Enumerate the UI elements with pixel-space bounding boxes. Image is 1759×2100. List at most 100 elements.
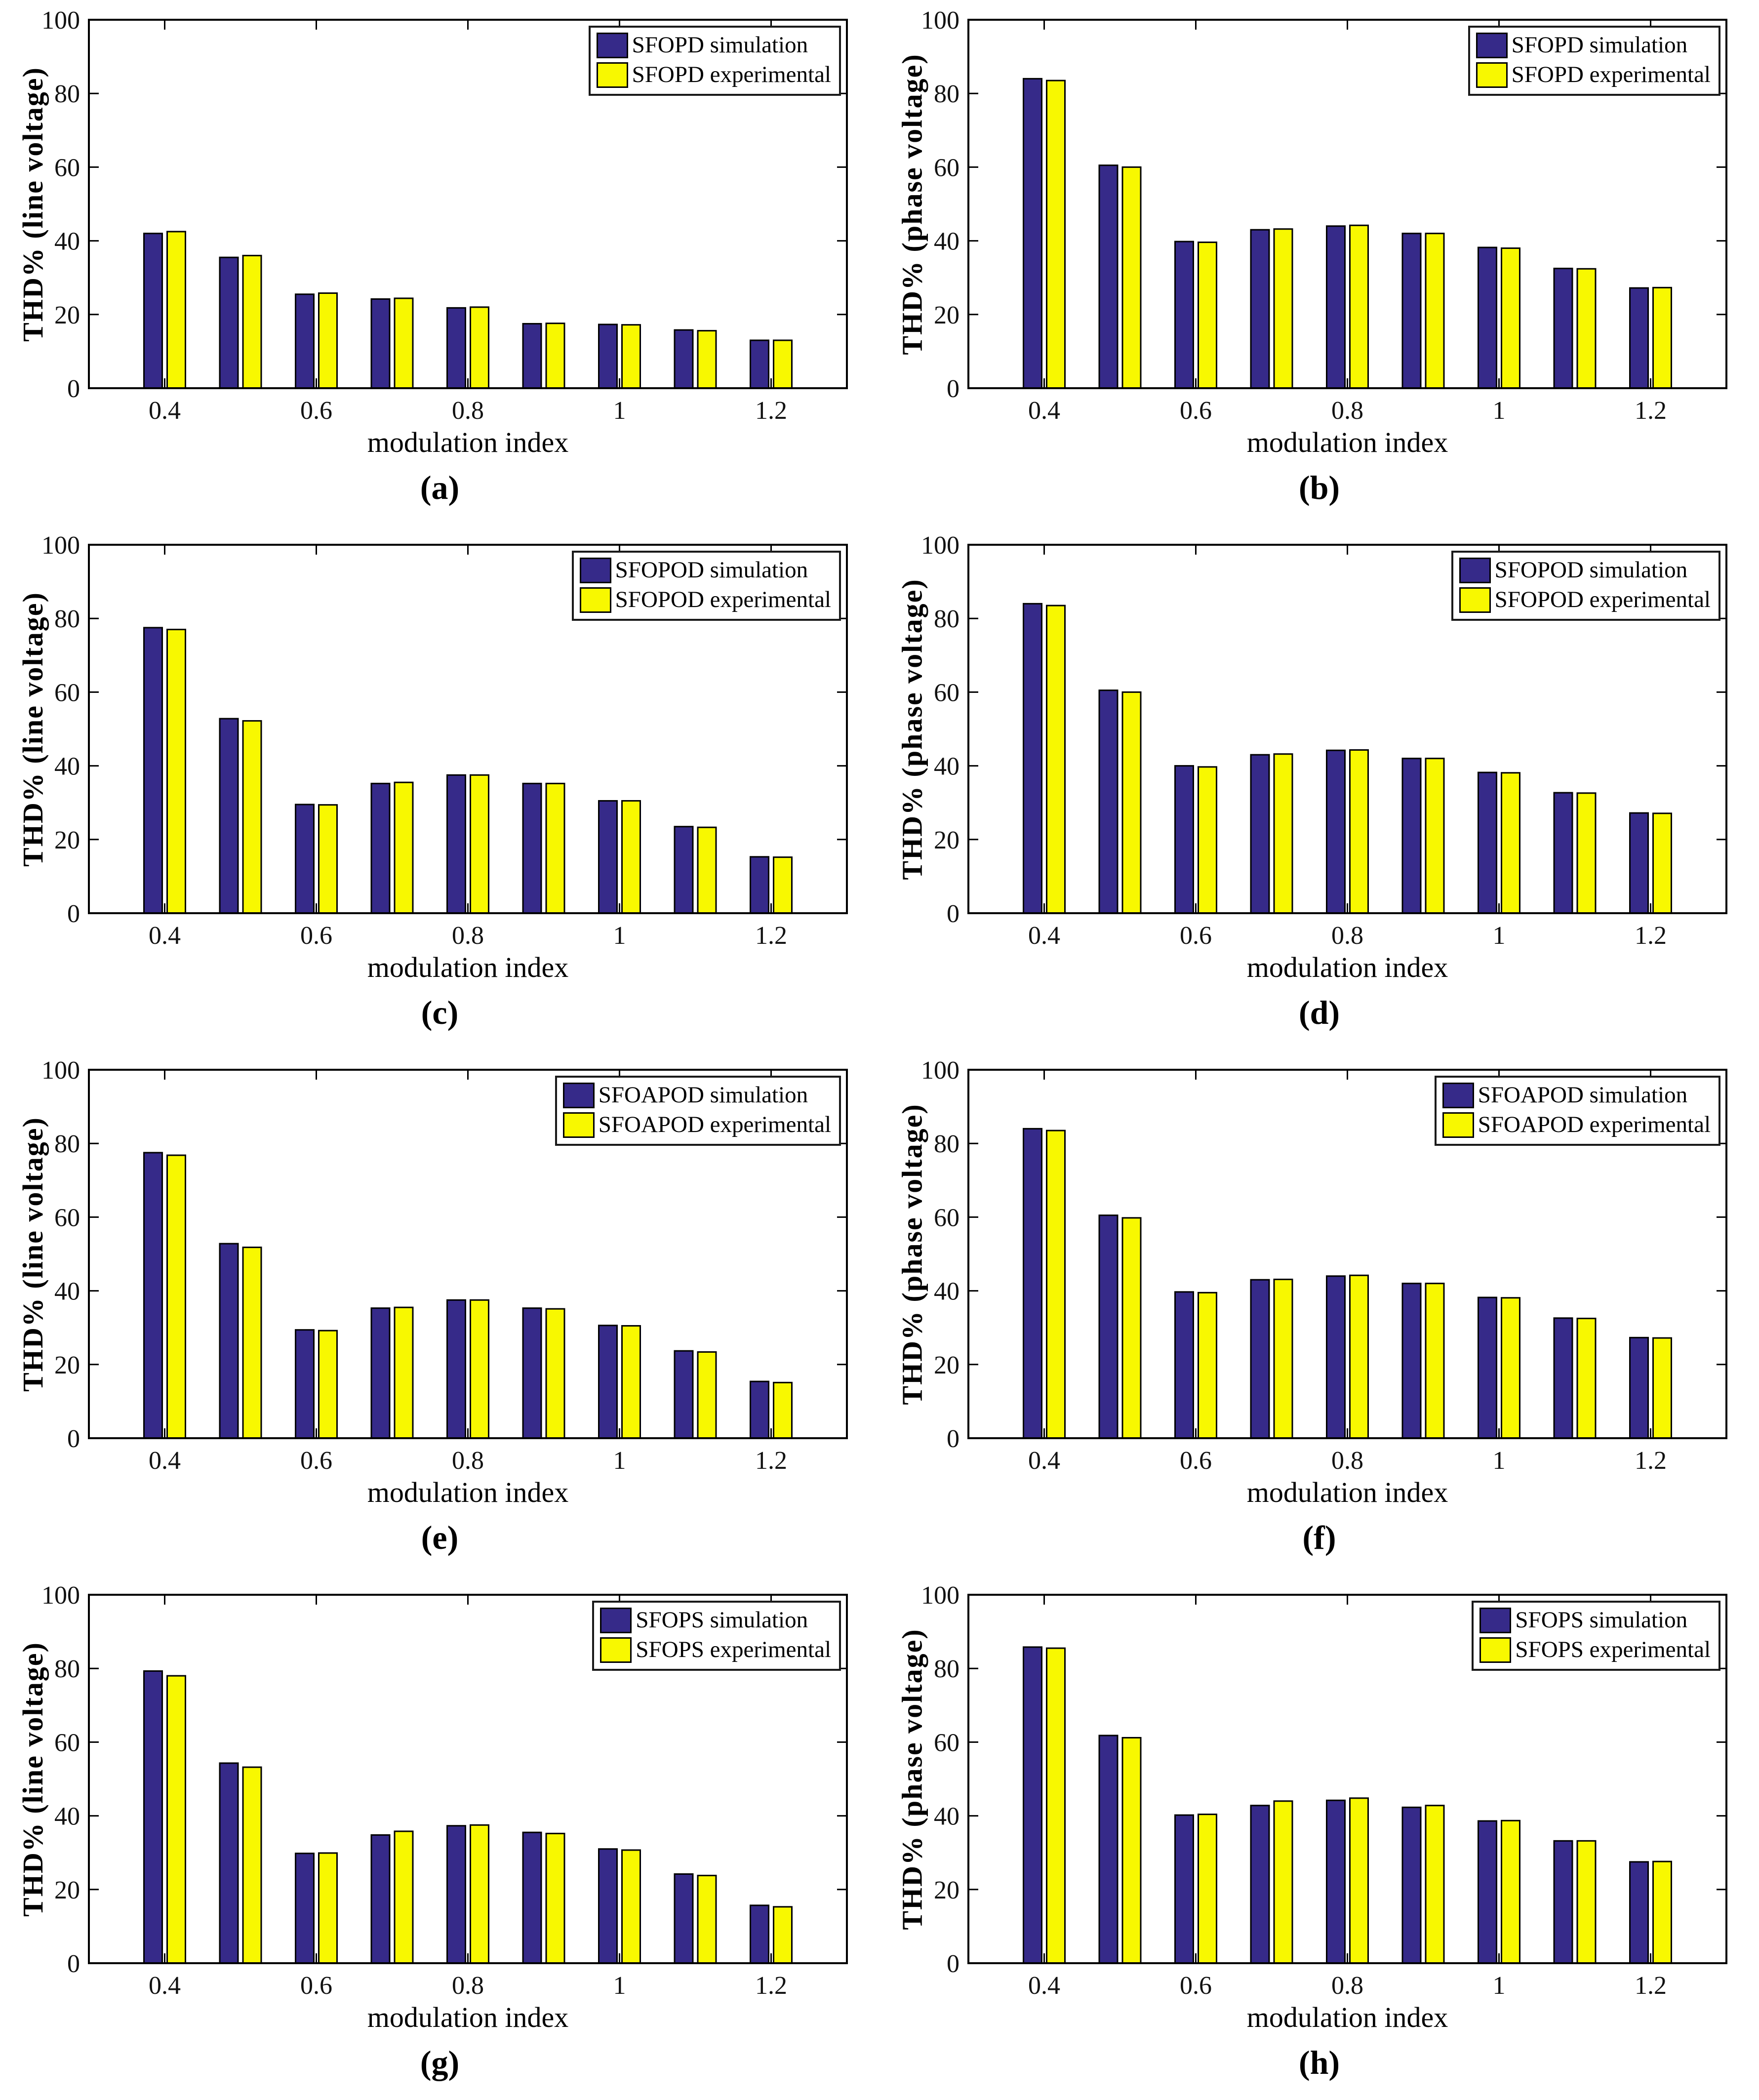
y-tick-label: 0 (67, 900, 80, 928)
bar-sim-x0.4 (1023, 603, 1042, 914)
bar-exp-x0.9 (1425, 758, 1445, 914)
y-tick-label: 20 (54, 301, 80, 329)
bar-exp-x0.9 (545, 782, 565, 914)
panel-caption-g: (g) (420, 2044, 460, 2081)
bar-sim-x0.7 (1250, 754, 1270, 914)
bar-exp-x1 (621, 800, 641, 914)
bar-exp-x1.1 (697, 330, 717, 389)
bar-sim-x1.1 (1553, 1317, 1573, 1439)
legend: SFOPOD simulation SFOPOD experimental (571, 551, 841, 621)
bar-sim-x0.8 (446, 1825, 466, 1964)
y-tick-label: 40 (934, 1278, 959, 1306)
bar-exp-x0.6 (1198, 766, 1217, 914)
bar-exp-x0.9 (545, 1308, 565, 1439)
bar-sim-x1 (598, 323, 618, 389)
panel-caption-e: (e) (421, 1519, 459, 1556)
bar-exp-x0.4 (166, 231, 186, 389)
bar-exp-x0.9 (1425, 233, 1445, 389)
bar-sim-x0.7 (370, 1834, 391, 1964)
y-tick-label: 80 (934, 1130, 959, 1158)
bar-exp-x0.5 (1121, 691, 1142, 914)
x-tick-label: 0.4 (1028, 1972, 1060, 2000)
x-tick-label: 0.8 (1331, 922, 1363, 950)
bar-exp-x0.8 (1349, 749, 1369, 914)
bar-sim-x1.2 (750, 339, 769, 389)
bar-exp-x0.7 (1273, 1278, 1293, 1439)
x-tick-label: 1 (1493, 922, 1506, 950)
legend: SFOPS simulation SFOPS experimental (592, 1601, 841, 1671)
y-tick-label: 0 (947, 1425, 959, 1453)
bar-sim-x0.4 (143, 627, 163, 914)
bar-exp-x1 (1501, 247, 1520, 389)
y-tick-label: 60 (934, 154, 959, 182)
legend-entry-simulation: SFOPOD simulation (579, 557, 831, 583)
bar-exp-x0.6 (318, 1852, 338, 1964)
bar-sim-x0.7 (370, 298, 391, 389)
legend-label-experimental: SFOAPOD experimental (1478, 1112, 1711, 1138)
legend-label-simulation: SFOPS simulation (1515, 1607, 1688, 1633)
bar-sim-x0.9 (1401, 233, 1422, 389)
bar-sim-x0.8 (1326, 1275, 1346, 1439)
subplot-e: 0.4 0.6 0.8 1 1.2 0 20 40 60 80 100 THD% (line vol… (0, 1050, 880, 1575)
x-tick-label: 0.6 (1180, 397, 1212, 425)
y-tick-label: 0 (67, 1425, 80, 1453)
bar-exp-x0.4 (166, 1154, 186, 1439)
x-tick-label: 0.8 (452, 922, 484, 950)
legend-entry-experimental: SFOPD experimental (1476, 62, 1711, 88)
bar-sim-x0.4 (143, 1152, 163, 1439)
legend-swatch-simulation (1476, 33, 1508, 58)
legend-swatch-simulation (596, 33, 628, 58)
x-tick-label: 1 (1493, 1447, 1506, 1475)
subplot-c: 0.4 0.6 0.8 1 1.2 0 20 40 60 80 100 THD% (line vol… (0, 525, 880, 1050)
bar-exp-x1 (1501, 1819, 1520, 1964)
y-tick-label: 60 (54, 154, 80, 182)
legend-swatch-simulation (1479, 1608, 1512, 1633)
bar-sim-x0.6 (1174, 1814, 1194, 1964)
chart-e-canvas: 0.4 0.6 0.8 1 1.2 0 20 40 60 80 100 (41, 1056, 848, 1475)
x-tick-label: 1.2 (1635, 1447, 1667, 1475)
legend-swatch-simulation (600, 1608, 632, 1633)
y-tick-label: 40 (54, 753, 80, 781)
bar-sim-x0.5 (219, 718, 239, 914)
y-tick-label: 40 (54, 228, 80, 256)
legend-entry-simulation: SFOPD simulation (1476, 32, 1711, 58)
bar-exp-x0.4 (1046, 1130, 1066, 1439)
legend-label-experimental: SFOPD experimental (1511, 62, 1711, 88)
legend: SFOPD simulation SFOPD experimental (1468, 26, 1720, 96)
y-tick-label: 60 (934, 679, 959, 707)
y-tick-label: 0 (67, 375, 80, 403)
legend-label-simulation: SFOPD simulation (1511, 32, 1688, 58)
bar-exp-x1.1 (1576, 1318, 1597, 1439)
bar-sim-x1.1 (674, 1873, 694, 1964)
legend-swatch-experimental (596, 62, 628, 88)
bar-sim-x0.9 (1401, 1283, 1422, 1439)
bar-exp-x0.9 (1425, 1283, 1445, 1439)
legend-entry-experimental: SFOPOD experimental (1459, 587, 1711, 613)
bar-exp-x1.1 (697, 1874, 717, 1964)
bar-sim-x0.6 (295, 1853, 315, 1964)
bar-sim-x0.5 (219, 256, 239, 389)
bar-sim-x1.2 (750, 856, 769, 914)
legend-entry-simulation: SFOAPOD simulation (1442, 1082, 1711, 1108)
bar-exp-x0.5 (242, 254, 262, 389)
x-tick-label: 0.4 (149, 922, 181, 950)
x-tick-label: 1 (613, 1447, 626, 1475)
legend-entry-simulation: SFOAPOD simulation (562, 1082, 831, 1108)
bar-sim-x0.9 (522, 782, 542, 914)
bar-exp-x1.2 (773, 856, 793, 914)
x-axis-label: modulation index (367, 1476, 569, 1508)
x-tick-label: 0.6 (300, 922, 332, 950)
panel-caption-d: (d) (1298, 994, 1340, 1031)
legend-entry-experimental: SFOPOD experimental (579, 587, 831, 613)
bar-sim-x0.6 (1174, 1291, 1194, 1439)
bar-exp-x0.8 (1349, 1274, 1369, 1439)
bar-sim-x0.5 (219, 1243, 239, 1439)
legend-label-simulation: SFOPOD simulation (1494, 557, 1688, 583)
bar-sim-x1 (598, 1848, 618, 1964)
legend-entry-experimental: SFOAPOD experimental (562, 1112, 831, 1138)
legend-swatch-experimental (562, 1112, 595, 1138)
bar-sim-x1 (1478, 246, 1497, 389)
bar-sim-x0.9 (1401, 758, 1422, 914)
legend-swatch-simulation (1459, 558, 1491, 583)
